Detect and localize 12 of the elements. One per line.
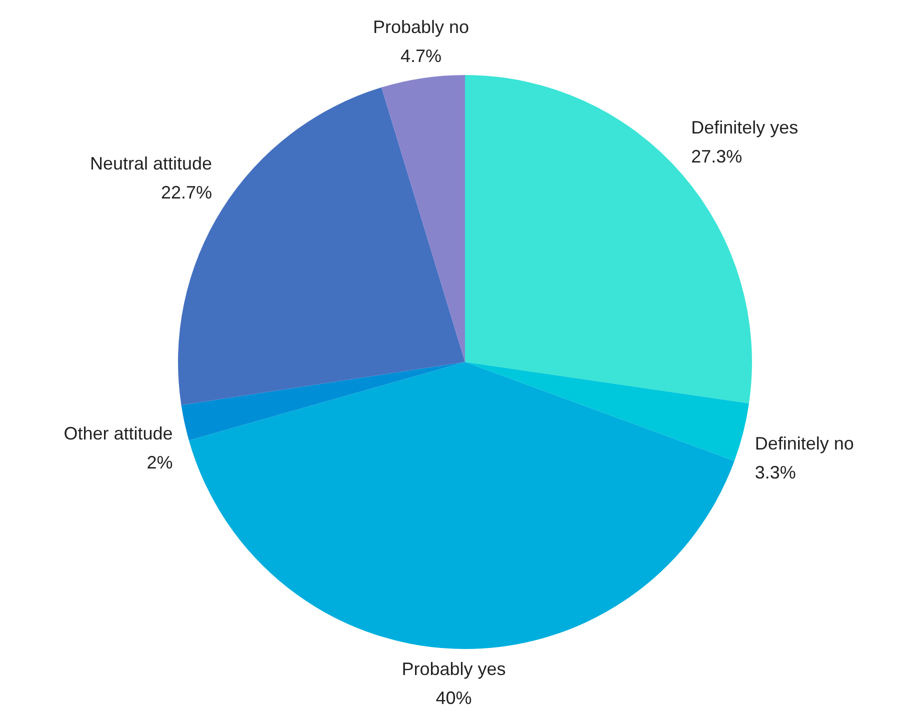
data-label: 22.7% <box>160 182 212 203</box>
data-label: 40% <box>436 688 472 708</box>
slice-label: Probably yes <box>402 658 506 679</box>
slice-label: Probably no <box>372 17 470 38</box>
data-label: 3.3% <box>754 462 796 482</box>
slice-label: Definitely yes <box>691 117 798 138</box>
slice-label: Definitely no <box>754 433 854 454</box>
slice-label: Other attitude <box>64 423 173 444</box>
data-label: 2% <box>146 452 173 472</box>
slice-label: Neutral attitude <box>90 154 212 174</box>
data-label: 27.3% <box>691 146 742 166</box>
data-label: 4.7% <box>400 46 442 66</box>
